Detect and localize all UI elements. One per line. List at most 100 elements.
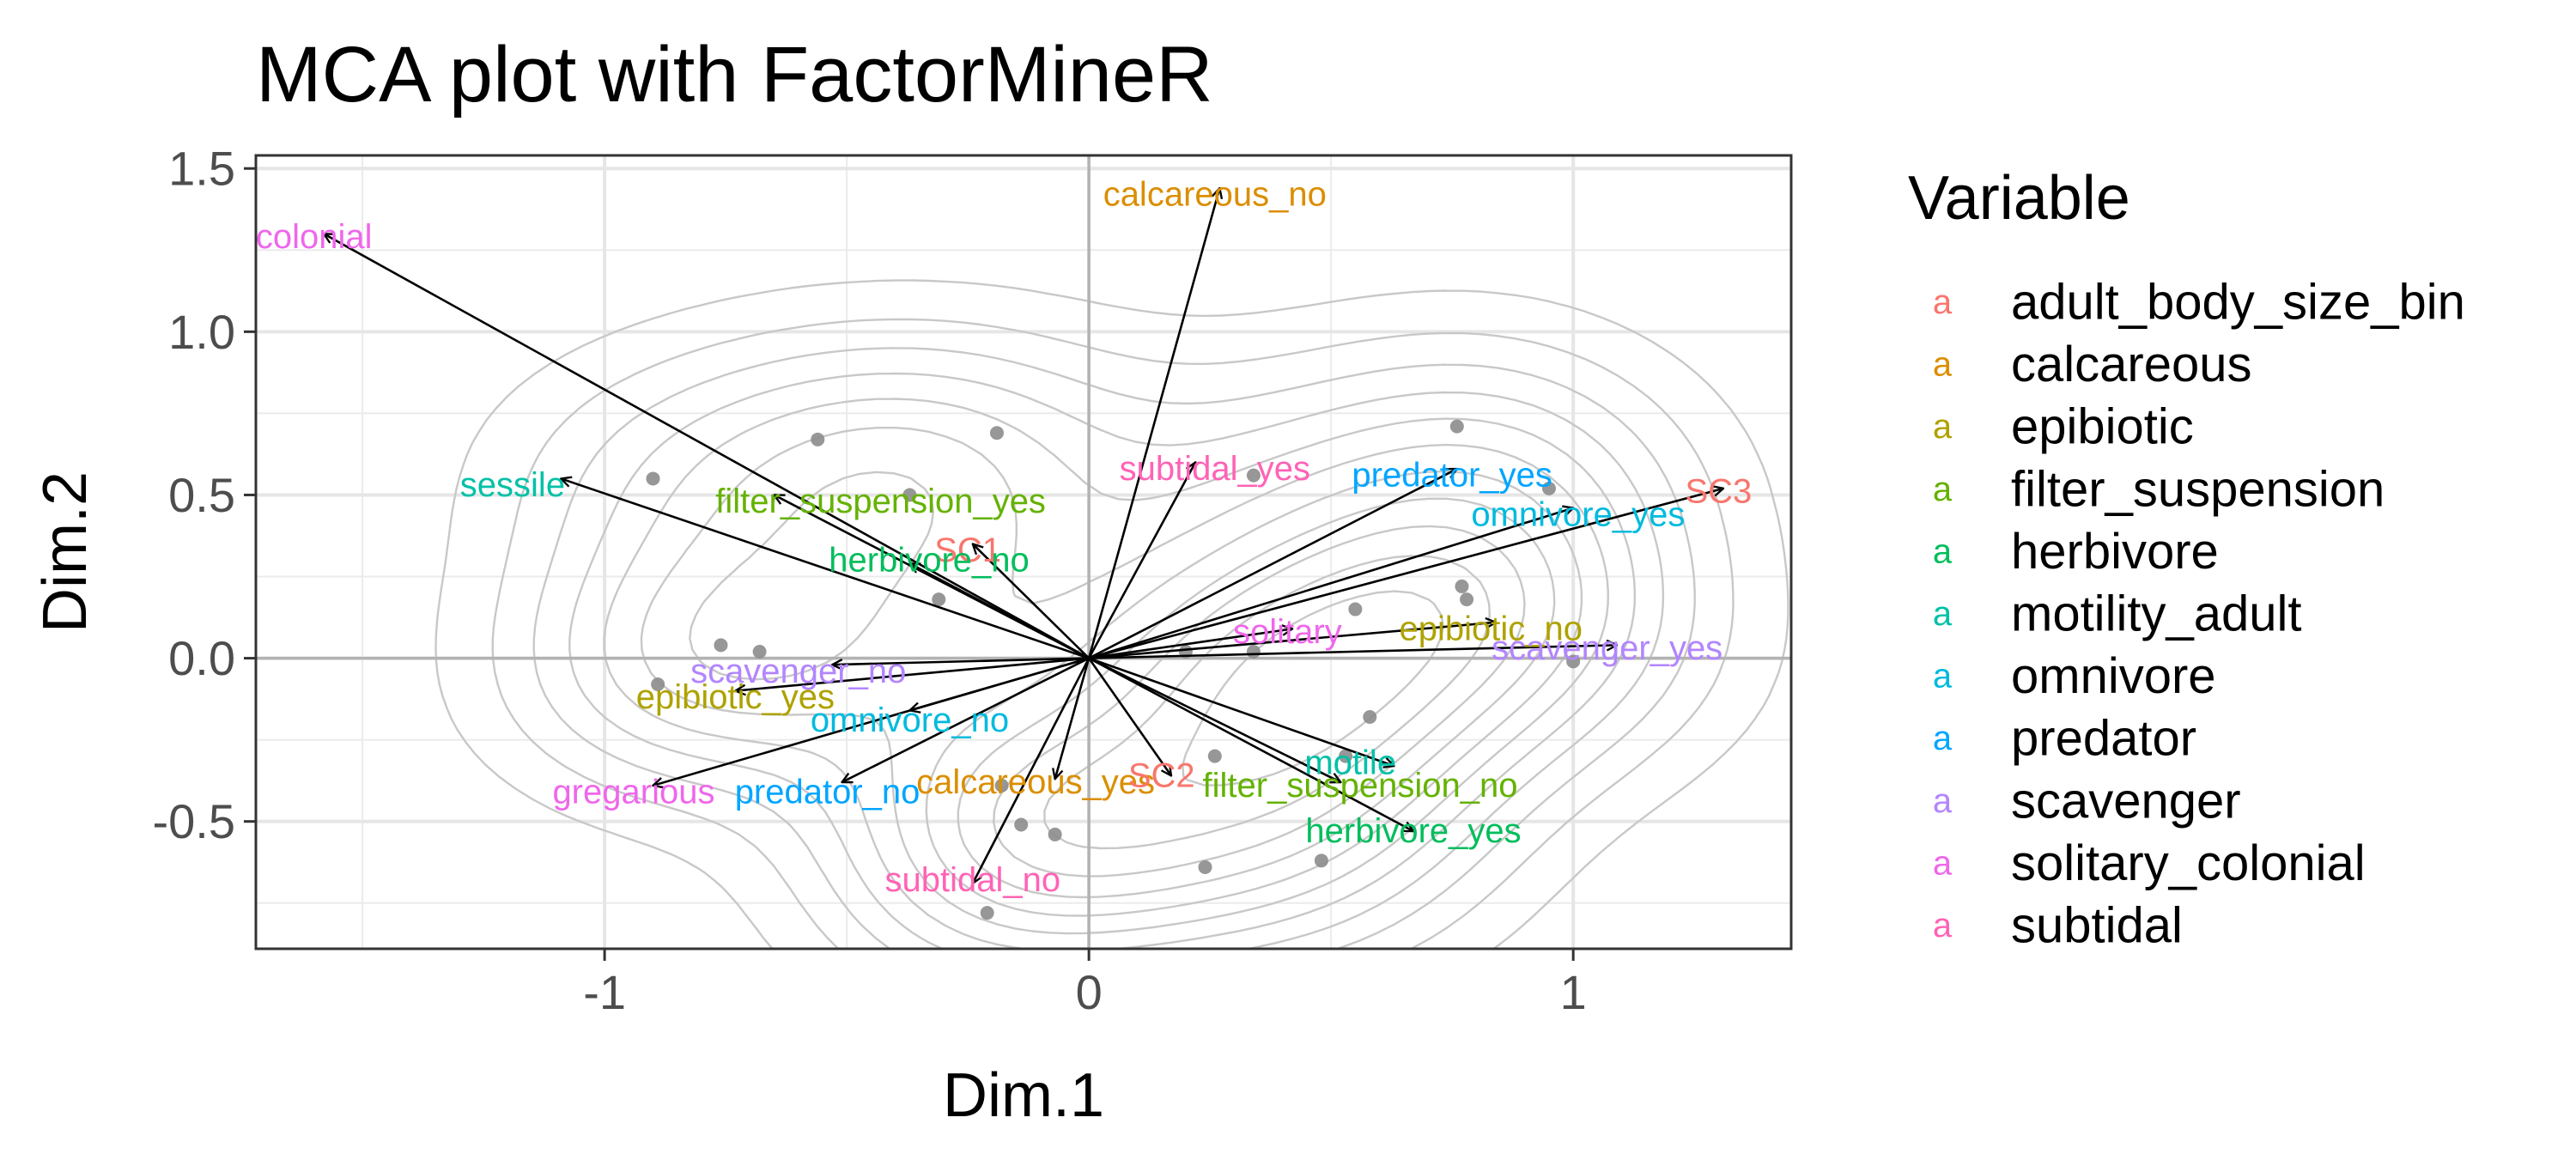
density-contour-line [957, 497, 1556, 899]
y-tick-label: -0.5 [153, 794, 236, 848]
legend-key: a [1933, 720, 1953, 757]
legend-key: a [1933, 782, 1953, 820]
individual-point [989, 426, 1004, 440]
modality-label: epibiotic_no [1400, 610, 1583, 647]
modality-arrow [1089, 645, 1617, 659]
modality-arrow [973, 544, 1091, 659]
individual-point [651, 677, 665, 691]
individual-point [1207, 749, 1222, 763]
modality-arrow [324, 234, 1090, 659]
modality-label: predator_yes [1352, 457, 1552, 495]
legend-title: Variable [1908, 164, 2130, 233]
individual-point [1314, 853, 1328, 868]
individual-point [994, 778, 1009, 793]
modality-arrow [1055, 658, 1091, 780]
modality-label: filter_suspension_yes [715, 483, 1046, 520]
x-tick-label: 0 [1076, 965, 1103, 1019]
legend-key: a [1933, 595, 1953, 633]
individual-point [980, 906, 994, 920]
modality-label: sessile [460, 466, 565, 504]
y-tick-label: 1.0 [168, 305, 235, 359]
modality-label: gregarious [552, 773, 714, 811]
modality-label: scavenger_yes [1492, 629, 1722, 667]
modality-arrow [841, 657, 1090, 782]
individual-point [1246, 468, 1261, 483]
modality-label: subtidal_no [884, 861, 1060, 899]
y-axis: -0.5 0.0 0.5 1.0 1.5 [153, 142, 256, 848]
modality-label: SC2 [1128, 756, 1195, 794]
legend-label: omnivore [2011, 648, 2216, 704]
modality-arrow [1088, 657, 1340, 782]
individual-point [902, 488, 917, 502]
modality-label: motile [1304, 744, 1396, 781]
y-tick-label: 0.5 [168, 468, 235, 522]
density-contour-line [568, 372, 1665, 949]
modality-label: herbivore_no [829, 542, 1030, 580]
modality-label: SC3 [1685, 473, 1752, 511]
panel-background [256, 155, 1791, 949]
modality-arrow [1088, 657, 1171, 776]
individual-point [811, 432, 825, 446]
individual-point [1363, 710, 1377, 725]
y-tick-label: 1.5 [168, 142, 235, 196]
density-contour-line [532, 347, 1696, 949]
legend-label: filter_suspension [2011, 461, 2385, 517]
modality-arrow [1088, 657, 1413, 832]
legend-key: a [1933, 283, 1953, 321]
individual-point [1541, 481, 1556, 495]
modality-arrow [1089, 623, 1496, 659]
legend-key: a [1933, 471, 1953, 508]
modality-arrow [1088, 489, 1723, 659]
panel-border [254, 154, 1793, 950]
individual-point [646, 471, 660, 486]
legend-label: calcareous [2011, 337, 2251, 392]
legend-label: herbivore [2011, 524, 2219, 580]
modality-label: solitary [1233, 613, 1342, 651]
x-axis: -1 0 1 [583, 949, 1587, 1019]
x-tick-label: 1 [1560, 965, 1587, 1019]
legend-label: predator [2011, 711, 2196, 767]
legend-label: subtidal [2011, 898, 2183, 954]
chart-title: MCA plot with FactorMineR [256, 31, 1213, 118]
legend-label: solitary_colonial [2011, 835, 2366, 891]
y-tick-label: 0.0 [168, 631, 235, 685]
density-contour-line [1182, 590, 1444, 786]
modality-label: scavenger_no [690, 653, 906, 690]
modality-label: omnivore_no [811, 701, 1009, 739]
density-contour-line [603, 398, 1637, 949]
individual-point [1348, 602, 1363, 616]
individual-point [714, 638, 728, 653]
individual-point [1198, 859, 1212, 874]
legend-label: adult_body_size_bin [2011, 275, 2465, 331]
individual-point [1014, 817, 1029, 832]
density-contour-line [491, 318, 1735, 949]
x-axis-title: Dim.1 [943, 1061, 1104, 1130]
modality-arrows [324, 188, 1723, 884]
individual-point [1460, 592, 1474, 607]
reference-lines [256, 155, 1791, 949]
legend-label: motility_adult [2011, 586, 2301, 642]
modality-arrow [973, 657, 1091, 884]
x-tick-label: -1 [583, 965, 626, 1019]
density-contour-line [640, 426, 1609, 935]
modality-label: filter_suspension_no [1203, 767, 1518, 805]
modality-arrow [735, 657, 1090, 691]
modality-arrow [832, 657, 1090, 665]
modality-arrow [1087, 188, 1219, 659]
individual-points [646, 419, 1581, 920]
modality-label: epibiotic_yes [636, 678, 835, 716]
legend-key: a [1933, 408, 1953, 446]
density-contour-line [993, 525, 1526, 878]
modality-arrow [1088, 629, 1292, 659]
legend-key: a [1933, 658, 1953, 695]
legend-key: a [1933, 346, 1953, 384]
legend-label: scavenger [2011, 773, 2241, 829]
individual-point [932, 592, 946, 607]
modality-label: colonial [256, 218, 373, 256]
density-contours [434, 279, 1789, 949]
modality-label: subtidal_yes [1120, 450, 1310, 488]
